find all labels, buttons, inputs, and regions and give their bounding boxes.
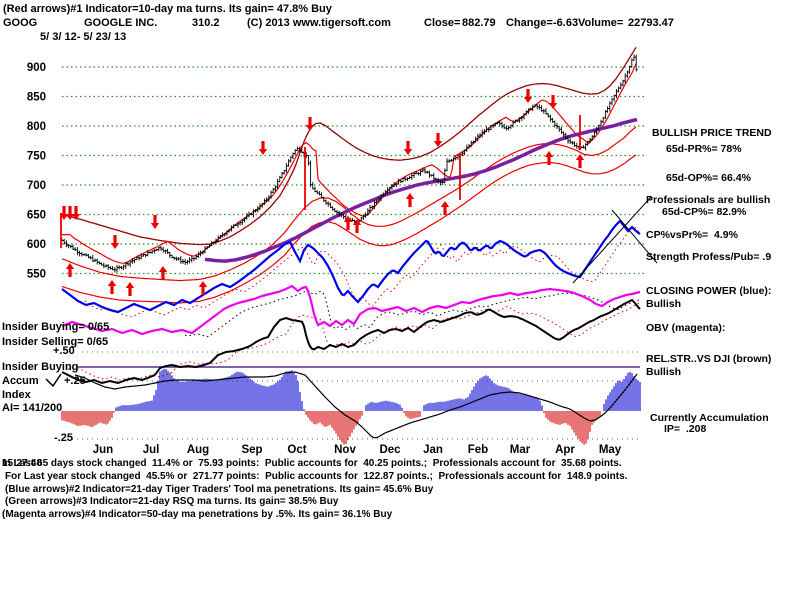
svg-text:Jan: Jan (423, 444, 443, 456)
report-timestamp: 15:27:48 (2, 458, 43, 469)
op-percent: 65d-OP%= 66.4% (666, 172, 751, 184)
closing-power-status: Bullish (646, 298, 682, 310)
svg-text:Aug: Aug (187, 444, 209, 456)
professionals-bullish-label: Professionals are bullish (646, 194, 771, 206)
svg-text:850: 850 (27, 92, 46, 104)
pr-percent: 65d-PR%= 78% (666, 143, 742, 155)
date-range: 5/ 3/ 12- 5/ 23/ 13 (40, 31, 127, 43)
svg-text:Jul: Jul (143, 444, 160, 456)
svg-text:800: 800 (27, 121, 46, 133)
indicator-value: 310.2 (192, 17, 220, 29)
svg-text:Oct: Oct (287, 444, 306, 456)
svg-text:750: 750 (27, 151, 46, 163)
svg-text:Jun: Jun (93, 444, 113, 456)
ip-value: IP= .208 (664, 423, 707, 435)
stats-65day: In Last 65 days stock changed 11.4% or 7… (2, 458, 622, 469)
change-label: Change= (506, 17, 553, 29)
svg-text:900: 900 (27, 62, 46, 74)
rel-str-label: REL.STR..VS DJI (brown) (646, 353, 772, 365)
indicator1-legend: (Red arrows)#1 Indicator=10-day ma turns… (3, 3, 332, 15)
svg-text:Dec: Dec (379, 444, 401, 456)
svg-text:550: 550 (27, 269, 46, 281)
svg-text:Feb: Feb (468, 444, 488, 456)
indicator4-legend: (Magenta arrows)#4 Indicator=50-day ma p… (2, 509, 393, 520)
index-label: Index (2, 389, 31, 401)
svg-text:650: 650 (27, 210, 46, 222)
cp-percent: 65d-CP%= 82.9% (662, 206, 747, 218)
svg-text:May: May (599, 444, 622, 456)
svg-text:Apr: Apr (555, 444, 575, 456)
volume-value: 22793.47 (628, 17, 674, 29)
change-value: -6.63 (553, 17, 579, 29)
closing-power-label: CLOSING POWER (blue): (646, 285, 772, 297)
copyright: (C) 2013 www.tigersoft.com (247, 17, 391, 29)
obv-label: OBV (magenta): (646, 322, 726, 334)
company-name: GOOGLE INC. (84, 17, 158, 29)
cp-vs-pr: CP%vsPr%= 4.9% (646, 229, 738, 241)
stats-year: For Last year stock changed 45.5% or 271… (5, 471, 628, 482)
indicator3-legend: (Green arrows)#3 Indicator=21-day RSQ ma… (5, 496, 339, 507)
scale-plus-25: +.25 (64, 375, 86, 387)
insider-buying-label: Insider Buying (2, 361, 79, 373)
rel-str-status: Bullish (646, 366, 682, 378)
close-label: Close= (424, 17, 461, 29)
ai-value: AI= 141/200 (2, 402, 63, 414)
scale-plus-50: +.50 (53, 345, 75, 357)
accum-label: Accum (2, 375, 39, 387)
volume-label: Volume= (578, 17, 624, 29)
svg-text:Mar: Mar (510, 444, 531, 456)
insider-selling-count: Insider Selling= 0/65 (2, 336, 109, 348)
strength-ratio: Strength Profess/Pub= .9 (646, 251, 772, 263)
svg-text:600: 600 (27, 239, 46, 251)
bullish-price-trend-label: BULLISH PRICE TREND (652, 127, 772, 139)
ticker-symbol: GOOG (3, 17, 38, 29)
close-value: 882.79 (462, 17, 496, 29)
scale-minus-25: -.25 (54, 432, 73, 444)
svg-text:Sep: Sep (241, 444, 262, 456)
svg-text:700: 700 (27, 180, 46, 192)
svg-text:Nov: Nov (334, 444, 356, 456)
insider-buying-count: Insider Buying= 0/65 (2, 321, 110, 333)
accumulation-label: Currently Accumulation (650, 412, 769, 424)
indicator2-legend: (Blue arrows)#2 Indicator=21-day Tiger T… (5, 484, 434, 495)
